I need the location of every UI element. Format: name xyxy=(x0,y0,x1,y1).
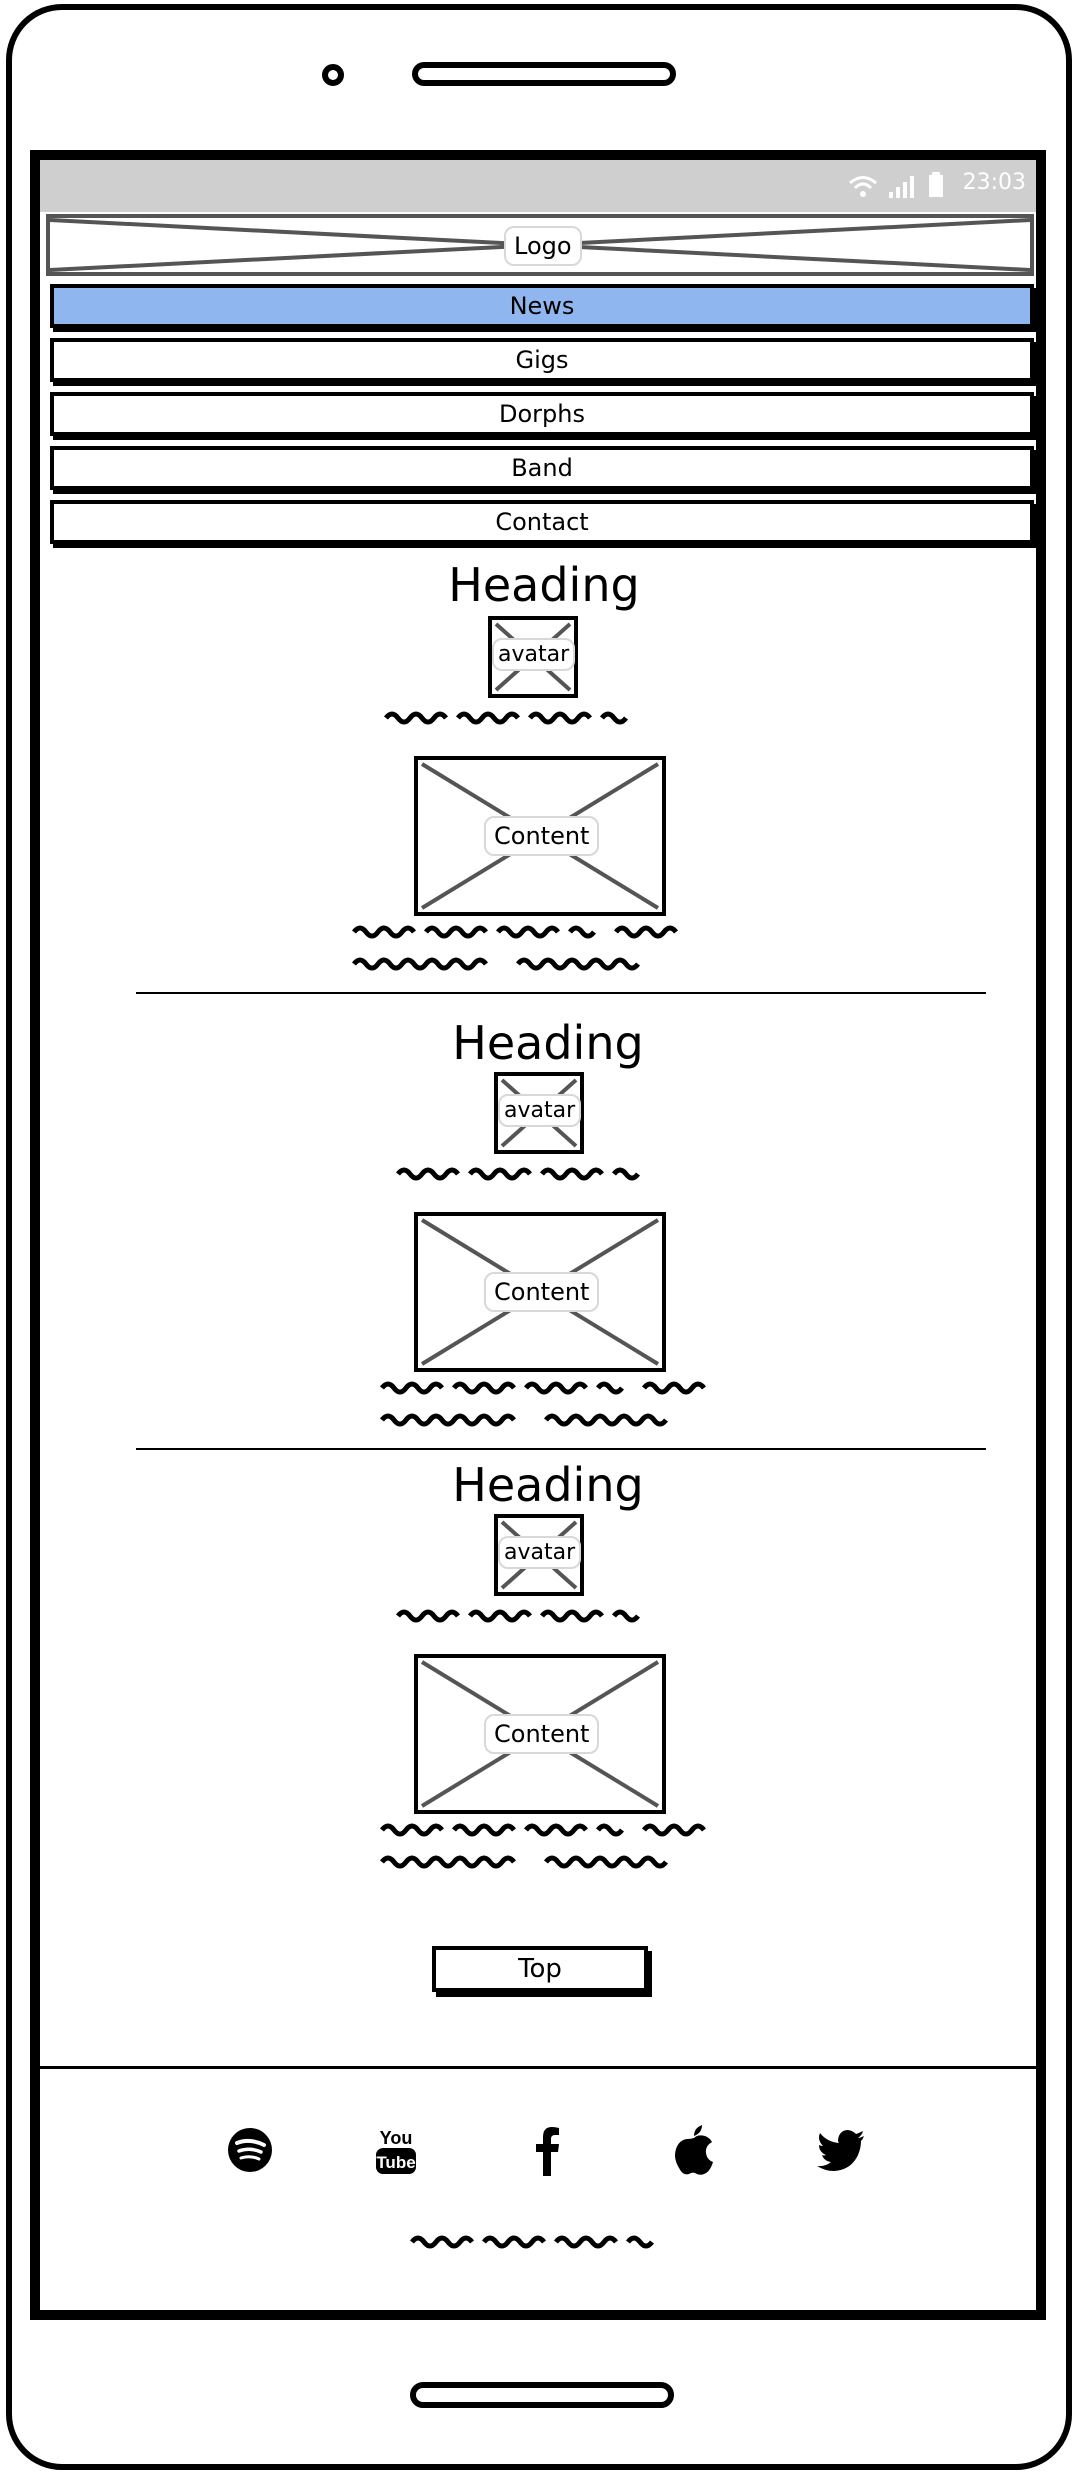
earpiece-speaker xyxy=(412,62,676,86)
phone-screen: 23:03 Logo News Gigs Dorphs Band Contact… xyxy=(30,150,1046,2320)
nav-item-dorphs[interactable]: Dorphs xyxy=(50,392,1034,436)
byline-scribble xyxy=(384,711,628,725)
avatar: avatar xyxy=(494,1514,584,1596)
footer-text-scribble xyxy=(410,2235,654,2249)
article-heading: Heading xyxy=(448,558,640,612)
content-label: Content xyxy=(484,1714,600,1754)
avatar: avatar xyxy=(494,1072,584,1154)
apple-icon[interactable] xyxy=(664,2120,724,2180)
nav-item-band[interactable]: Band xyxy=(50,446,1034,490)
wifi-icon xyxy=(849,176,877,197)
content-image[interactable]: Content xyxy=(414,756,666,916)
content-label: Content xyxy=(484,1272,600,1312)
byline-scribble xyxy=(396,1609,640,1623)
spotify-icon[interactable] xyxy=(220,2120,280,2180)
svg-text:You: You xyxy=(380,2128,413,2148)
avatar: avatar xyxy=(488,616,578,698)
avatar-label: avatar xyxy=(498,1536,582,1569)
article-heading: Heading xyxy=(452,1458,644,1512)
body-text-scribble xyxy=(380,1381,706,1427)
body-text-scribble xyxy=(352,925,678,971)
nav-item-news[interactable]: News xyxy=(50,284,1034,328)
battery-icon xyxy=(929,172,943,197)
status-bar: 23:03 xyxy=(40,160,1036,212)
avatar-label: avatar xyxy=(498,1094,582,1127)
content-image[interactable]: Content xyxy=(414,1654,666,1814)
svg-text:Tube: Tube xyxy=(376,2153,415,2172)
youtube-icon[interactable]: You Tube xyxy=(366,2120,426,2180)
front-camera xyxy=(322,64,344,86)
back-to-top-button[interactable]: Top xyxy=(432,1946,648,1992)
footer-divider xyxy=(40,2066,1036,2069)
nav-item-gigs[interactable]: Gigs xyxy=(50,338,1034,382)
logo-label: Logo xyxy=(504,226,582,266)
signal-icon xyxy=(889,176,914,198)
content-image[interactable]: Content xyxy=(414,1212,666,1372)
logo-placeholder[interactable]: Logo xyxy=(46,214,1034,276)
content-label: Content xyxy=(484,816,600,856)
body-text-scribble xyxy=(380,1823,706,1869)
status-icons xyxy=(848,172,944,198)
twitter-icon[interactable] xyxy=(812,2120,872,2180)
article-divider xyxy=(136,1448,986,1450)
article-divider xyxy=(136,992,986,994)
article-heading: Heading xyxy=(452,1016,644,1070)
byline-scribble xyxy=(396,1167,640,1181)
home-button[interactable] xyxy=(410,2382,674,2408)
status-time: 23:03 xyxy=(962,170,1026,195)
nav-item-contact[interactable]: Contact xyxy=(50,500,1034,544)
avatar-label: avatar xyxy=(492,638,576,671)
facebook-icon[interactable] xyxy=(518,2120,578,2180)
